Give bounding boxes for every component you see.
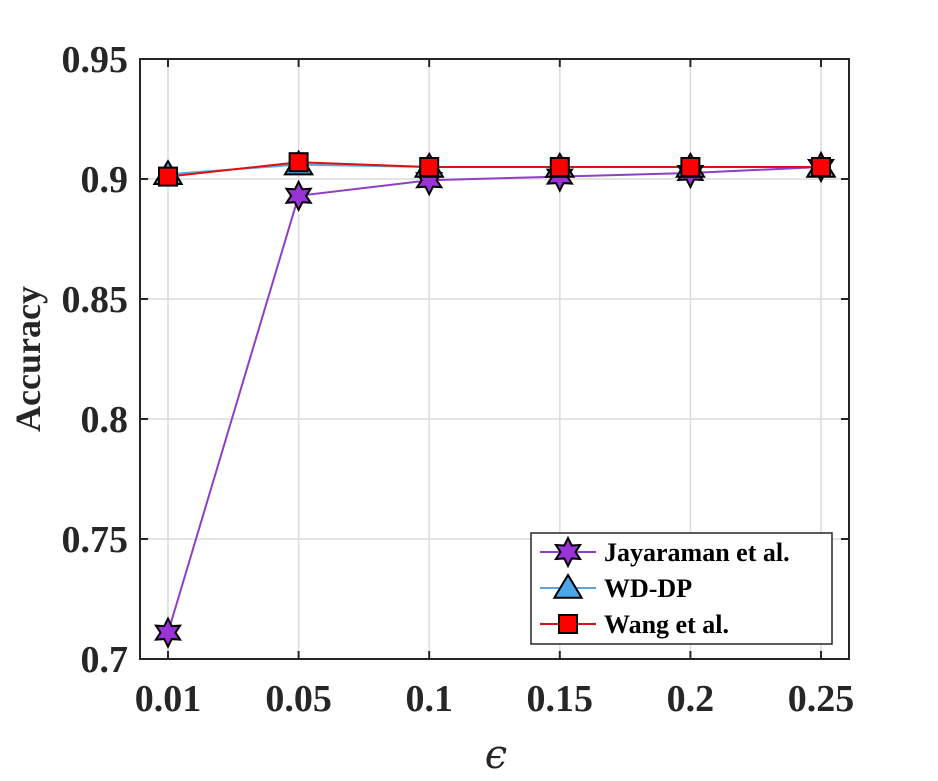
y-tick-labels: 0.7 0.75 0.8 0.85 0.9 0.95 (62, 39, 129, 681)
y-tick-label: 0.8 (81, 399, 129, 441)
legend-marker-2 (552, 573, 584, 599)
y-axis-label: Accuracy (8, 286, 48, 432)
series-3-point (811, 157, 831, 177)
y-tick-label: 0.9 (81, 159, 129, 201)
legend-label-2: WD-DP (604, 574, 692, 603)
legend-marker-3 (558, 614, 578, 634)
x-tick-label: 0.15 (527, 678, 594, 720)
plot-frame (139, 58, 850, 660)
x-tick-label: 0.05 (265, 678, 332, 720)
y-tick-label: 0.75 (62, 519, 129, 561)
series-line-1 (167, 166, 822, 633)
x-tick-label: 0.01 (135, 678, 202, 720)
y-tick-label: 0.95 (62, 39, 129, 81)
series-1-point (153, 616, 183, 649)
x-tick-label: 0.25 (788, 678, 855, 720)
series-3-point (680, 157, 701, 177)
series-3-point (288, 152, 309, 173)
x-tick-labels: 0.01 0.05 0.1 0.15 0.2 0.25 (135, 678, 855, 720)
x-tick-label: 0.2 (667, 678, 715, 720)
series-markers (152, 149, 837, 649)
legend-label-3: Wang et al. (604, 610, 729, 639)
series-3-point (158, 166, 178, 187)
series-3-point (419, 157, 440, 177)
y-tick-label: 0.85 (62, 279, 129, 321)
x-tick-label: 0.1 (405, 678, 453, 720)
series-3-point (549, 157, 570, 177)
series-1-point (284, 179, 313, 213)
legend-marker-1 (553, 535, 583, 569)
series-lines (167, 161, 822, 633)
axis-ticks (140, 58, 849, 660)
x-axis-label: ϵ (485, 732, 507, 778)
legend-label-1: Jayaraman et al. (604, 538, 790, 567)
y-tick-label: 0.7 (81, 639, 129, 681)
legend: Jayaraman et al. WD-DP Wang et al. (530, 532, 833, 645)
series-line-3 (167, 161, 821, 178)
